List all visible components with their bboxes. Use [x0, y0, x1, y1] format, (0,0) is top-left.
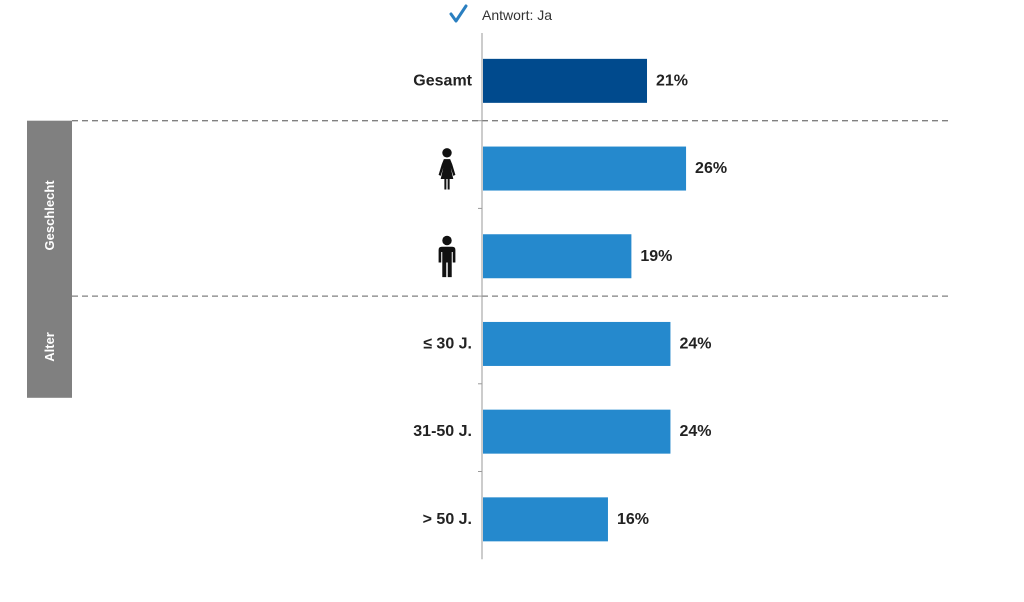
- group-box: [27, 120, 72, 311]
- category-label: > 50 J.: [423, 511, 472, 528]
- group-label: Alter: [42, 332, 57, 362]
- male-icon: [438, 235, 456, 278]
- legend-label: Antwort: Ja: [482, 7, 552, 23]
- bar: [483, 321, 671, 366]
- value-label: 19%: [640, 248, 672, 265]
- category-label: Gesamt: [413, 72, 472, 89]
- category-label: 31-50 J.: [413, 423, 472, 440]
- category-label: ≤ 30 J.: [423, 335, 472, 352]
- value-label: 24%: [679, 335, 711, 352]
- bar: [483, 58, 648, 103]
- value-label: 26%: [695, 160, 727, 177]
- group-box: [27, 296, 72, 398]
- value-label: 21%: [656, 72, 688, 89]
- female-icon: [438, 148, 456, 190]
- group-label: Geschlecht: [42, 180, 57, 251]
- legend: Antwort: Ja: [449, 4, 552, 23]
- checkmark-icon: [449, 4, 468, 23]
- bar: [483, 409, 671, 454]
- bar: [483, 146, 687, 191]
- bar: [483, 497, 608, 542]
- value-label: 16%: [617, 511, 649, 528]
- value-label: 24%: [679, 423, 711, 440]
- bar: [483, 234, 632, 279]
